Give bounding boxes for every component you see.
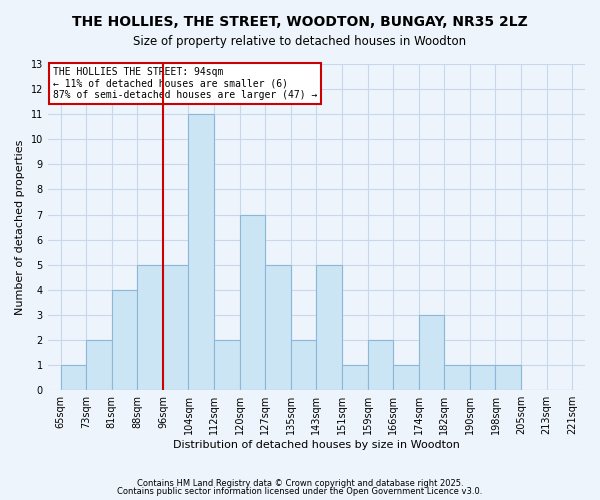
Text: THE HOLLIES THE STREET: 94sqm
← 11% of detached houses are smaller (6)
87% of se: THE HOLLIES THE STREET: 94sqm ← 11% of d…: [53, 68, 317, 100]
Bar: [393, 365, 419, 390]
Bar: [496, 365, 521, 390]
Bar: [342, 365, 368, 390]
Bar: [470, 365, 496, 390]
Bar: [188, 114, 214, 390]
Text: Contains HM Land Registry data © Crown copyright and database right 2025.: Contains HM Land Registry data © Crown c…: [137, 478, 463, 488]
Bar: [112, 290, 137, 390]
Bar: [445, 365, 470, 390]
Bar: [163, 264, 188, 390]
X-axis label: Distribution of detached houses by size in Woodton: Distribution of detached houses by size …: [173, 440, 460, 450]
Text: Size of property relative to detached houses in Woodton: Size of property relative to detached ho…: [133, 35, 467, 48]
Bar: [265, 264, 291, 390]
Bar: [368, 340, 393, 390]
Bar: [419, 315, 445, 390]
Bar: [214, 340, 239, 390]
Bar: [239, 214, 265, 390]
Bar: [291, 340, 316, 390]
Y-axis label: Number of detached properties: Number of detached properties: [15, 140, 25, 315]
Bar: [137, 264, 163, 390]
Bar: [61, 365, 86, 390]
Bar: [316, 264, 342, 390]
Text: THE HOLLIES, THE STREET, WOODTON, BUNGAY, NR35 2LZ: THE HOLLIES, THE STREET, WOODTON, BUNGAY…: [72, 15, 528, 29]
Bar: [86, 340, 112, 390]
Text: Contains public sector information licensed under the Open Government Licence v3: Contains public sector information licen…: [118, 487, 482, 496]
